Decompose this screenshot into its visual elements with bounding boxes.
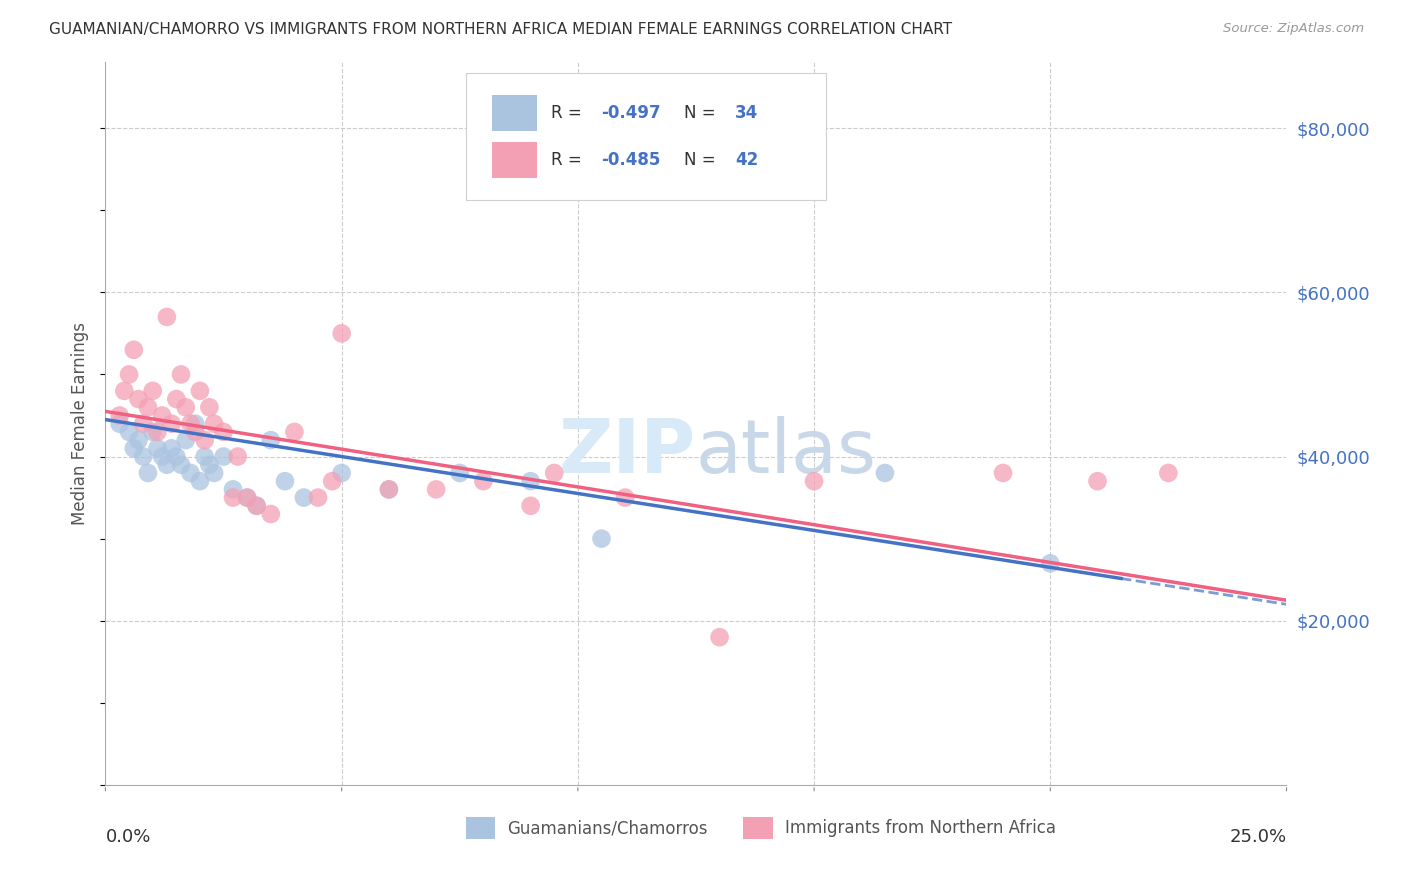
Point	[991, 466, 1014, 480]
Bar	[492, 95, 537, 131]
Point	[472, 474, 495, 488]
Point	[150, 450, 173, 464]
Point	[222, 483, 245, 497]
Point	[170, 458, 193, 472]
Point	[274, 474, 297, 488]
Point	[165, 450, 187, 464]
Point	[198, 401, 221, 415]
Point	[283, 425, 305, 439]
Point	[179, 466, 201, 480]
Point	[519, 499, 541, 513]
Point	[873, 466, 896, 480]
Text: R =: R =	[551, 104, 586, 122]
Point	[160, 442, 183, 456]
Point	[150, 409, 173, 423]
Point	[425, 483, 447, 497]
Point	[136, 466, 159, 480]
Point	[236, 491, 259, 505]
Point	[212, 450, 235, 464]
Point	[142, 425, 165, 439]
Point	[188, 384, 211, 398]
Text: 25.0%: 25.0%	[1229, 829, 1286, 847]
Bar	[744, 817, 773, 839]
Point	[132, 417, 155, 431]
Bar	[465, 817, 495, 839]
Point	[188, 474, 211, 488]
Text: Immigrants from Northern Africa: Immigrants from Northern Africa	[785, 820, 1056, 838]
Text: ZIP: ZIP	[558, 416, 696, 489]
Point	[236, 491, 259, 505]
Text: N =: N =	[685, 151, 721, 169]
Text: -0.485: -0.485	[602, 151, 661, 169]
Point	[803, 474, 825, 488]
Point	[179, 417, 201, 431]
Text: Source: ZipAtlas.com: Source: ZipAtlas.com	[1223, 22, 1364, 36]
Point	[246, 499, 269, 513]
Point	[184, 417, 207, 431]
Point	[184, 425, 207, 439]
Point	[212, 425, 235, 439]
Point	[174, 433, 197, 447]
Point	[136, 401, 159, 415]
FancyBboxPatch shape	[465, 73, 825, 200]
Point	[128, 392, 150, 406]
Text: 42: 42	[735, 151, 758, 169]
Text: GUAMANIAN/CHAMORRO VS IMMIGRANTS FROM NORTHERN AFRICA MEDIAN FEMALE EARNINGS COR: GUAMANIAN/CHAMORRO VS IMMIGRANTS FROM NO…	[49, 22, 952, 37]
Point	[198, 458, 221, 472]
Point	[330, 466, 353, 480]
Point	[194, 450, 217, 464]
Point	[378, 483, 401, 497]
Point	[112, 384, 135, 398]
Point	[146, 442, 169, 456]
Point	[226, 450, 249, 464]
Point	[156, 310, 179, 324]
Point	[108, 409, 131, 423]
Point	[321, 474, 343, 488]
Point	[170, 368, 193, 382]
Point	[330, 326, 353, 341]
Point	[194, 433, 217, 447]
Point	[1039, 556, 1062, 570]
Text: -0.497: -0.497	[602, 104, 661, 122]
Point	[160, 417, 183, 431]
Point	[122, 442, 145, 456]
Point	[202, 466, 225, 480]
Point	[122, 343, 145, 357]
Point	[174, 401, 197, 415]
Point	[378, 483, 401, 497]
Point	[165, 392, 187, 406]
Point	[614, 491, 637, 505]
Point	[292, 491, 315, 505]
Text: Guamanians/Chamorros: Guamanians/Chamorros	[508, 820, 707, 838]
Point	[108, 417, 131, 431]
Text: N =: N =	[685, 104, 721, 122]
Point	[543, 466, 565, 480]
Point	[449, 466, 471, 480]
Point	[591, 532, 613, 546]
Text: R =: R =	[551, 151, 586, 169]
Point	[118, 368, 141, 382]
Text: 0.0%: 0.0%	[105, 829, 150, 847]
Point	[519, 474, 541, 488]
Point	[1087, 474, 1109, 488]
Y-axis label: Median Female Earnings: Median Female Earnings	[72, 322, 90, 525]
Point	[146, 425, 169, 439]
Text: 34: 34	[735, 104, 758, 122]
Point	[709, 630, 731, 644]
Point	[142, 384, 165, 398]
Text: atlas: atlas	[696, 416, 877, 489]
Point	[128, 433, 150, 447]
Point	[222, 491, 245, 505]
Point	[260, 507, 283, 521]
Point	[1157, 466, 1180, 480]
Point	[132, 450, 155, 464]
Point	[156, 458, 179, 472]
Point	[202, 417, 225, 431]
Point	[260, 433, 283, 447]
Bar	[492, 142, 537, 178]
Point	[246, 499, 269, 513]
Point	[118, 425, 141, 439]
Point	[307, 491, 329, 505]
